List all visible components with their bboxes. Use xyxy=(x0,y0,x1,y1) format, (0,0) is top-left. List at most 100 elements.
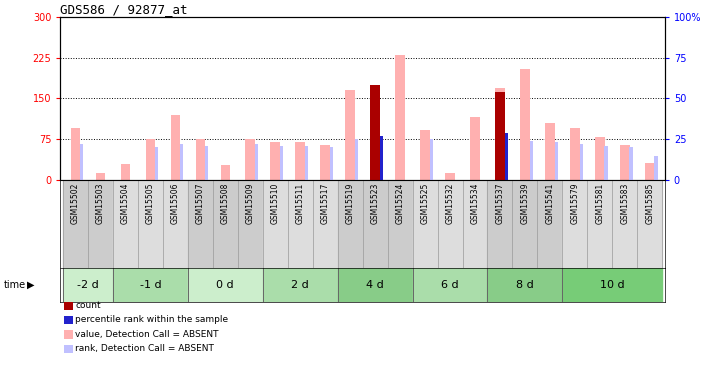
Bar xyxy=(180,144,183,180)
Bar xyxy=(196,139,205,180)
Text: value, Detection Call = ABSENT: value, Detection Call = ABSENT xyxy=(75,330,219,339)
Bar xyxy=(645,163,655,180)
Bar xyxy=(496,88,505,180)
Bar xyxy=(579,144,583,180)
Bar xyxy=(263,268,338,302)
Text: GSM15532: GSM15532 xyxy=(446,183,454,224)
Bar xyxy=(113,268,188,302)
Text: GSM15541: GSM15541 xyxy=(545,183,555,224)
Bar xyxy=(520,69,530,180)
Text: -1 d: -1 d xyxy=(139,280,161,290)
Bar xyxy=(263,180,338,268)
Bar xyxy=(488,180,562,268)
Bar xyxy=(505,133,508,180)
Bar xyxy=(429,139,433,180)
Bar xyxy=(270,142,280,180)
Text: GSM15509: GSM15509 xyxy=(246,183,255,224)
Bar xyxy=(280,146,283,180)
Bar xyxy=(355,139,358,180)
Bar xyxy=(654,156,658,180)
Bar xyxy=(255,144,258,180)
Bar xyxy=(330,147,333,180)
Bar xyxy=(96,174,105,180)
Text: GSM15585: GSM15585 xyxy=(646,183,654,224)
Bar xyxy=(604,146,608,180)
Text: 8 d: 8 d xyxy=(516,280,534,290)
Text: 4 d: 4 d xyxy=(366,280,384,290)
Text: GSM15579: GSM15579 xyxy=(570,183,579,224)
Bar xyxy=(620,145,629,180)
Text: GSM15525: GSM15525 xyxy=(420,183,429,224)
Bar xyxy=(188,180,263,268)
Bar xyxy=(305,146,308,180)
Bar xyxy=(80,144,83,180)
Text: GSM15524: GSM15524 xyxy=(395,183,405,224)
Bar xyxy=(545,123,555,180)
Bar xyxy=(562,180,662,268)
Text: time: time xyxy=(4,280,26,290)
Text: GSM15510: GSM15510 xyxy=(271,183,279,224)
Bar xyxy=(380,139,383,180)
Bar xyxy=(171,115,180,180)
Bar xyxy=(370,85,380,180)
Text: 2 d: 2 d xyxy=(292,280,309,290)
Bar xyxy=(496,92,505,180)
Bar xyxy=(412,268,488,302)
Text: GSM15534: GSM15534 xyxy=(471,183,479,224)
Bar xyxy=(113,180,188,268)
Text: GSM15508: GSM15508 xyxy=(220,183,230,224)
Bar xyxy=(346,90,355,180)
Bar xyxy=(629,147,633,180)
Text: GSM15539: GSM15539 xyxy=(520,183,530,224)
Text: GSM15537: GSM15537 xyxy=(496,183,505,224)
Bar xyxy=(395,55,405,180)
Bar xyxy=(205,146,208,180)
Bar xyxy=(188,268,263,302)
Text: count: count xyxy=(75,301,101,310)
Bar xyxy=(555,142,557,180)
Text: GSM15581: GSM15581 xyxy=(595,183,604,224)
Bar xyxy=(505,144,508,180)
Bar xyxy=(412,180,488,268)
Bar xyxy=(155,147,159,180)
Text: GSM15523: GSM15523 xyxy=(370,183,380,224)
Bar xyxy=(63,268,113,302)
Bar xyxy=(570,128,579,180)
Text: GSM15511: GSM15511 xyxy=(296,183,305,224)
Bar xyxy=(321,145,330,180)
Bar xyxy=(70,128,80,180)
Text: ▶: ▶ xyxy=(27,280,35,290)
Bar xyxy=(380,136,383,180)
Text: GSM15517: GSM15517 xyxy=(321,183,330,224)
Bar xyxy=(420,130,429,180)
Bar xyxy=(245,139,255,180)
Bar xyxy=(121,164,130,180)
Bar xyxy=(63,180,113,268)
Text: GSM15502: GSM15502 xyxy=(71,183,80,224)
Text: GSM15507: GSM15507 xyxy=(196,183,205,224)
Text: GSM15506: GSM15506 xyxy=(171,183,180,224)
Bar xyxy=(530,141,533,180)
Bar xyxy=(562,268,662,302)
Bar xyxy=(338,268,412,302)
Text: -2 d: -2 d xyxy=(77,280,99,290)
Text: percentile rank within the sample: percentile rank within the sample xyxy=(75,315,228,324)
Text: 6 d: 6 d xyxy=(442,280,459,290)
Bar xyxy=(146,139,155,180)
Bar xyxy=(488,268,562,302)
Text: GSM15505: GSM15505 xyxy=(146,183,155,224)
Bar xyxy=(445,174,455,180)
Bar xyxy=(470,117,480,180)
Text: GSM15519: GSM15519 xyxy=(346,183,355,224)
Bar xyxy=(338,180,412,268)
Text: 10 d: 10 d xyxy=(600,280,625,290)
Text: GSM15583: GSM15583 xyxy=(620,183,629,224)
Bar xyxy=(220,165,230,180)
Text: rank, Detection Call = ABSENT: rank, Detection Call = ABSENT xyxy=(75,344,214,353)
Bar xyxy=(370,85,380,180)
Text: 0 d: 0 d xyxy=(216,280,234,290)
Text: GSM15504: GSM15504 xyxy=(121,183,130,224)
Bar xyxy=(595,136,604,180)
Text: GDS586 / 92877_at: GDS586 / 92877_at xyxy=(60,3,188,16)
Bar xyxy=(296,142,305,180)
